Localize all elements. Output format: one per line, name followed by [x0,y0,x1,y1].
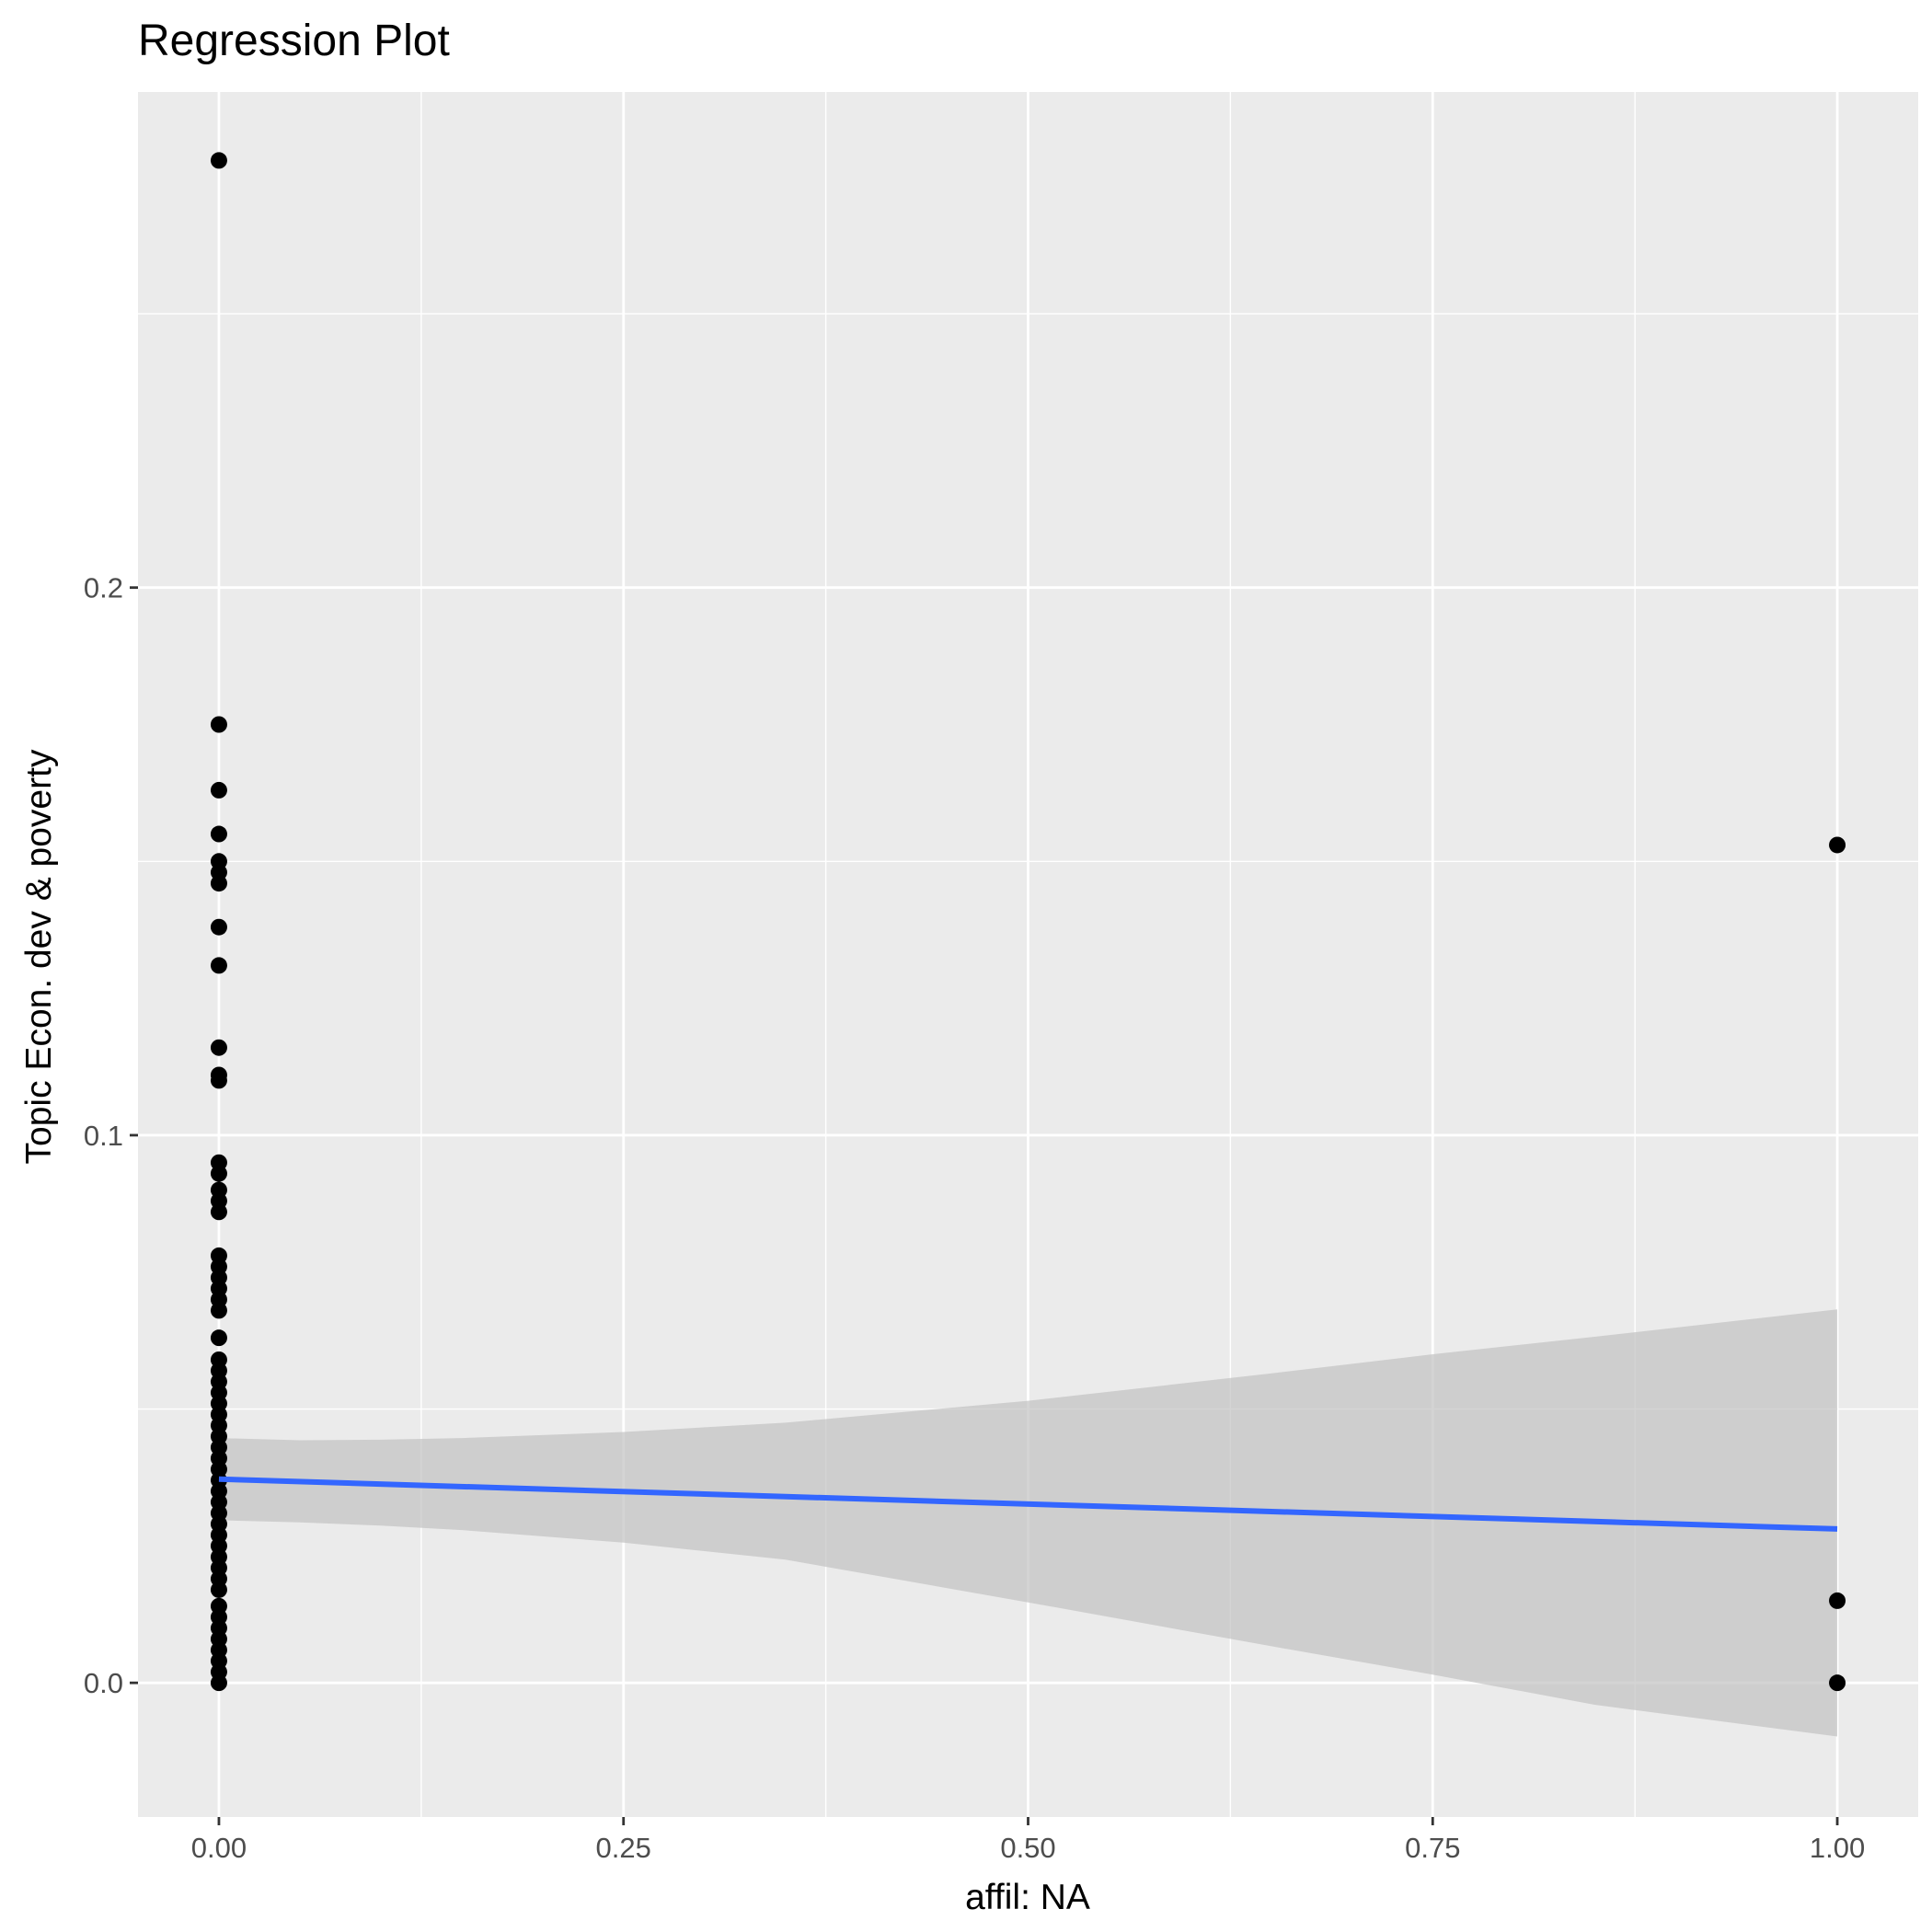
regression-line [218,1476,1838,1532]
data-point [210,781,227,799]
x-tick-label: 0.00 [191,1832,247,1864]
y-tick-label: 0.0 [84,1667,123,1699]
x-tick-label: 1.00 [1810,1832,1865,1864]
data-point [210,1165,227,1182]
data-points [210,152,1846,1692]
data-point [1829,1674,1846,1692]
data-point [210,957,227,974]
data-point [1829,1592,1846,1609]
data-point [210,1203,227,1221]
data-point [210,875,227,892]
data-point [210,1302,227,1319]
data-point [210,1039,227,1056]
confidence-ribbon [219,1309,1837,1737]
x-tick-label: 0.25 [596,1832,651,1864]
data-point [210,918,227,936]
data-point [210,1072,227,1089]
data-point [1829,836,1846,854]
data-point [210,1329,227,1347]
x-axis-title: affil: NA [965,1878,1090,1917]
y-tick-label: 0.2 [84,572,123,604]
y-axis-title: Topic Econ. dev & poverty [19,749,59,1164]
data-point [210,1581,227,1598]
data-point [210,716,227,733]
data-point [210,152,227,169]
x-tick-label: 0.75 [1405,1832,1460,1864]
x-axis: 0.00 0.25 0.50 0.75 1.00 [191,1817,1865,1864]
data-point [210,825,227,843]
chart-title: Regression Plot [138,17,450,65]
y-tick-label: 0.1 [84,1120,123,1152]
y-axis: 0.0 0.1 0.2 [84,572,138,1699]
data-point [210,1674,227,1692]
x-tick-label: 0.50 [1000,1832,1055,1864]
